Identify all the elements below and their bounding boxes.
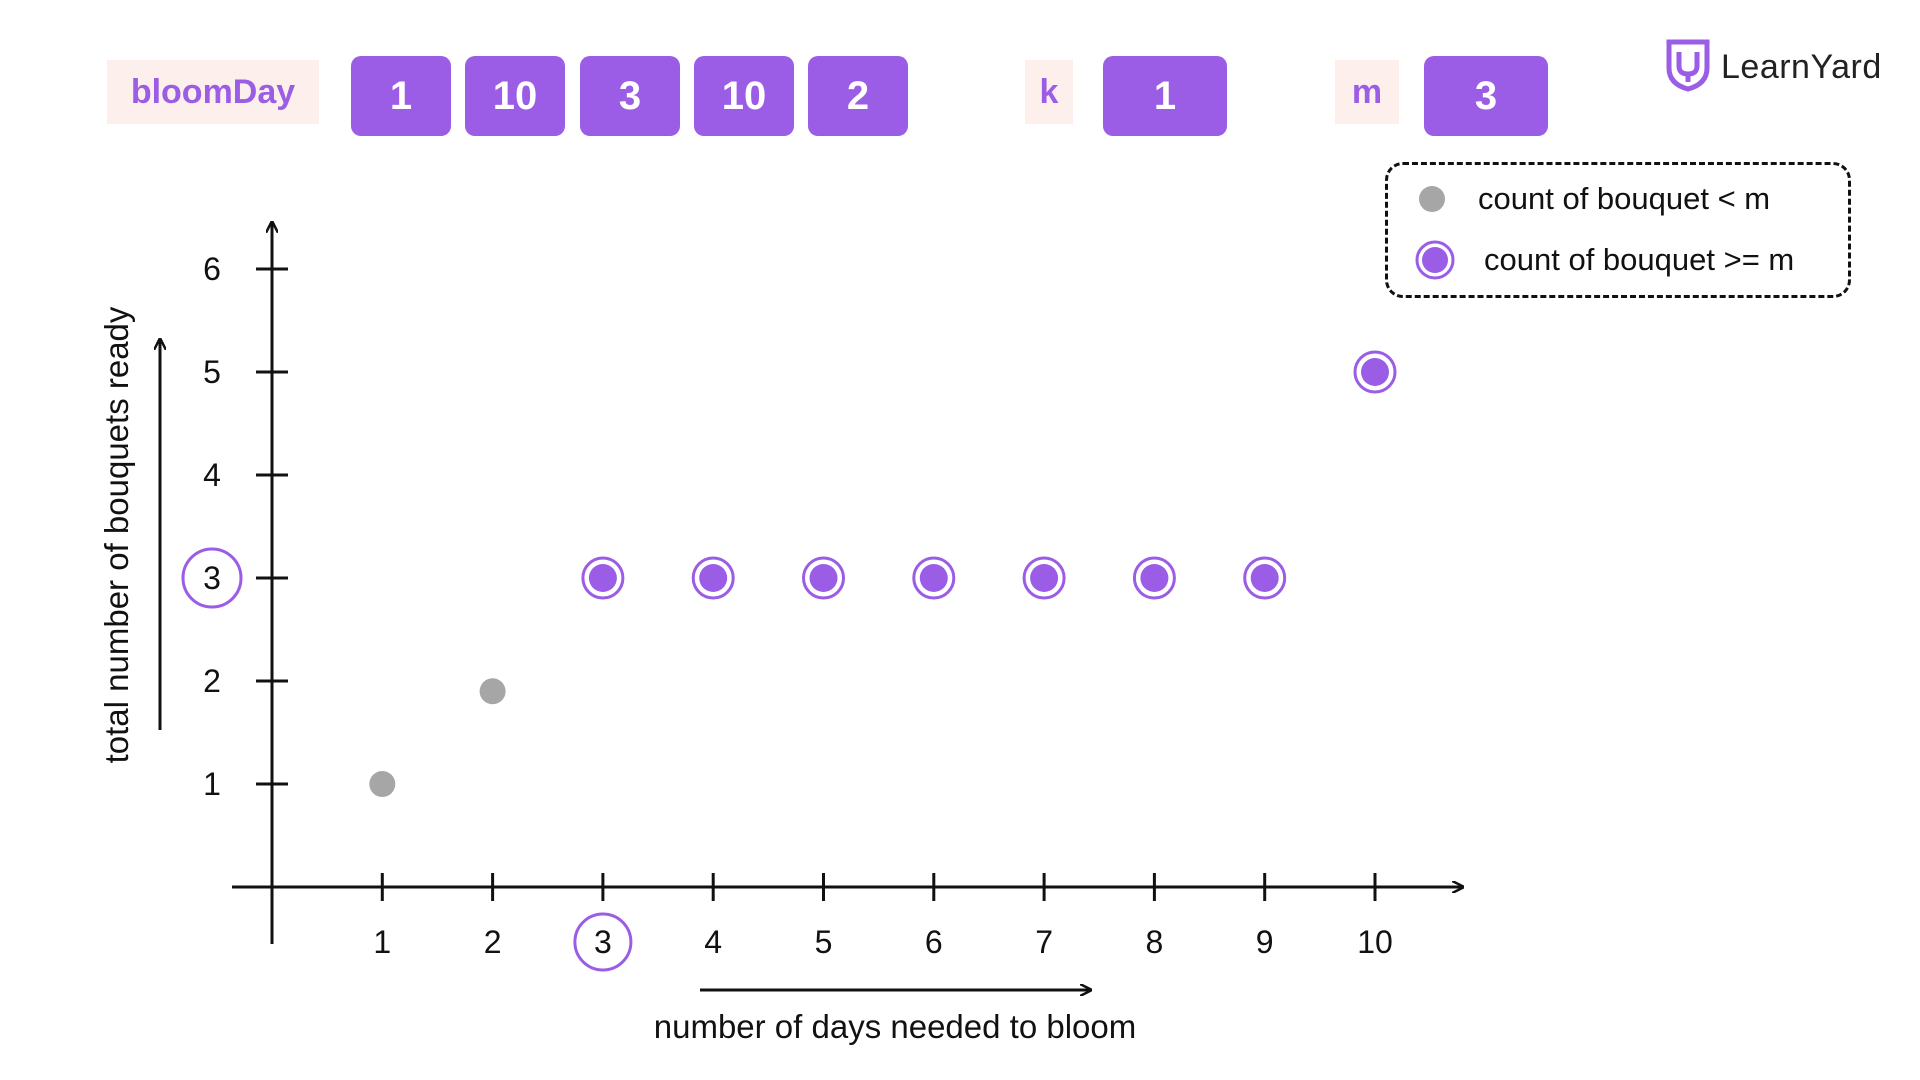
legend-gray-dot-icon [1419, 186, 1445, 212]
bloomday-label: bloomDay [107, 60, 319, 124]
x-tick-label-6: 6 [925, 924, 943, 960]
chart-legend: count of bouquet < m count of bouquet >=… [1385, 162, 1851, 298]
x-tick-highlight-ring [573, 912, 633, 972]
point-dot [588, 564, 617, 592]
point-below-m-2 [479, 678, 506, 705]
point-dot [1250, 564, 1279, 592]
m-value: 3 [1424, 56, 1548, 136]
point-dot [809, 564, 838, 592]
point-at-least-m-3 [581, 556, 625, 600]
x-tick-label-3: 3 [594, 924, 612, 960]
point-at-least-m-5 [802, 556, 845, 600]
point-at-least-m-8 [1132, 556, 1176, 600]
point-at-least-m-7 [1022, 556, 1066, 600]
x-tick-label-9: 9 [1256, 924, 1274, 960]
point-at-least-m-6 [912, 556, 956, 600]
point-dot [699, 564, 728, 592]
point-dot [1361, 358, 1389, 386]
point-dot [1030, 564, 1059, 592]
learnyard-shield-logo-icon [1665, 38, 1711, 97]
point-below-m-1 [369, 771, 396, 797]
bloomday-value-2: 3 [580, 56, 680, 136]
y-axis-label: total number of bouquets ready [98, 306, 135, 763]
x-axis-label: number of days needed to bloom [654, 1008, 1136, 1045]
legend-item-below-m: count of bouquet < m [1414, 181, 1770, 217]
brand-name: LearnYard [1721, 48, 1882, 86]
x-tick-label-2: 2 [484, 924, 502, 960]
y-tick-label-5: 5 [203, 354, 221, 390]
legend-purple-ring-dot-icon [1415, 240, 1455, 280]
y-tick-label-3: 3 [203, 560, 221, 596]
x-tick-label-4: 4 [704, 924, 722, 960]
x-tick-label-5: 5 [815, 924, 833, 960]
point-at-least-m-10 [1353, 350, 1397, 394]
bloomday-value-1: 10 [465, 56, 565, 136]
legend-label-below-m: count of bouquet < m [1478, 181, 1771, 216]
bloomday-value-3: 10 [694, 56, 794, 136]
y-tick-label-2: 2 [203, 663, 221, 699]
point-dot [1140, 564, 1169, 592]
point-at-least-m-4 [691, 556, 735, 600]
y-tick-highlight-ring [181, 547, 243, 609]
bloomday-value-4: 2 [808, 56, 908, 136]
y-tick-label-1: 1 [203, 766, 221, 802]
x-tick-label-10: 10 [1357, 924, 1393, 960]
y-tick-label-4: 4 [203, 457, 221, 493]
point-at-least-m-9 [1243, 556, 1287, 600]
k-value: 1 [1103, 56, 1227, 136]
legend-item-at-least-m: count of bouquet >= m [1414, 239, 1794, 281]
bloomday-value-0: 1 [351, 56, 451, 136]
x-tick-label-1: 1 [373, 924, 391, 960]
x-tick-label-7: 7 [1035, 924, 1053, 960]
m-label: m [1335, 60, 1399, 124]
legend-label-at-least-m: count of bouquet >= m [1484, 242, 1795, 277]
learnyard-logo: LearnYard [1665, 38, 1882, 97]
point-dot [919, 564, 948, 592]
x-tick-label-8: 8 [1146, 924, 1164, 960]
y-tick-label-6: 6 [203, 251, 221, 287]
k-label: k [1025, 60, 1073, 124]
